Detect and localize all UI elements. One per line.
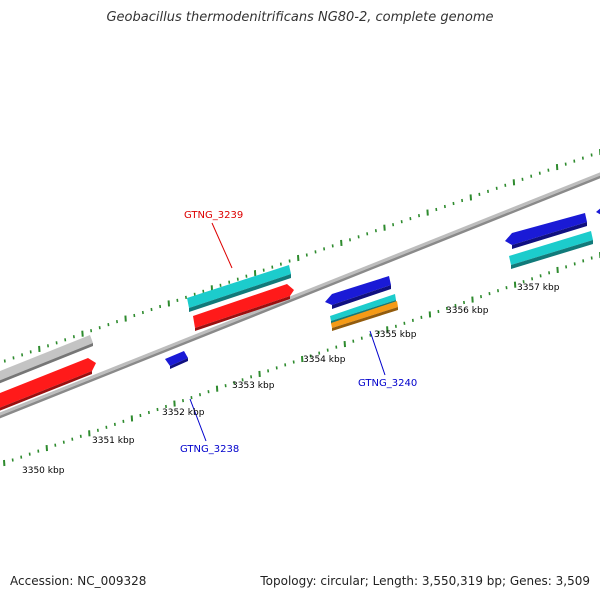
gene-label-gtng-3240[interactable]: GTNG_3240 [358,378,417,389]
gene-labels: GTNG_3239 GTNG_3240 GTNG_3238 [180,210,417,455]
feature-blue-edge[interactable] [596,206,600,216]
scale-labels: 3350 kbp 3351 kbp 3352 kbp 3353 kbp 3354… [22,283,560,476]
scale-label-3355: 3355 kbp [374,330,417,340]
feature-cyan-right[interactable] [509,231,593,269]
feature-blue-small[interactable] [165,351,188,369]
feature-track [0,206,600,413]
scale-label-3357: 3357 kbp [517,283,560,293]
backbone-highlight [0,172,600,416]
feature-orange-3240[interactable] [331,301,398,331]
map-title: Geobacillus thermodenitrificans NG80-2, … [106,10,494,25]
tick-row-outer [3,149,600,363]
feature-red-3239[interactable] [193,284,294,331]
gene-label-gtng-3239[interactable]: GTNG_3239 [184,210,243,221]
scale-label-3353: 3353 kbp [232,381,275,391]
leader-line-3240 [369,330,386,376]
feature-blue-right[interactable] [505,213,587,249]
scale-label-3351: 3351 kbp [92,436,135,446]
leader-line-3238 [189,398,207,442]
leader-line-3239 [211,222,233,269]
feature-cyan-3239[interactable] [187,265,291,312]
genome-backbone [0,172,600,419]
genome-summary-text: Topology: circular; Length: 3,550,319 bp… [260,574,590,588]
scale-label-3352: 3352 kbp [162,408,205,418]
accession-text: Accession: NC_009328 [10,574,147,588]
scale-label-3354: 3354 kbp [303,355,346,365]
gene-label-gtng-3238[interactable]: GTNG_3238 [180,444,239,455]
backbone-line [0,175,600,419]
feature-grey-left[interactable] [0,335,93,386]
scale-label-3356: 3356 kbp [446,306,489,316]
gene-leaders [189,222,386,442]
feature-blue-3240[interactable] [325,276,391,309]
scale-label-3350: 3350 kbp [22,466,65,476]
tick-row-inner [3,252,600,467]
feature-red-left[interactable] [0,358,96,413]
